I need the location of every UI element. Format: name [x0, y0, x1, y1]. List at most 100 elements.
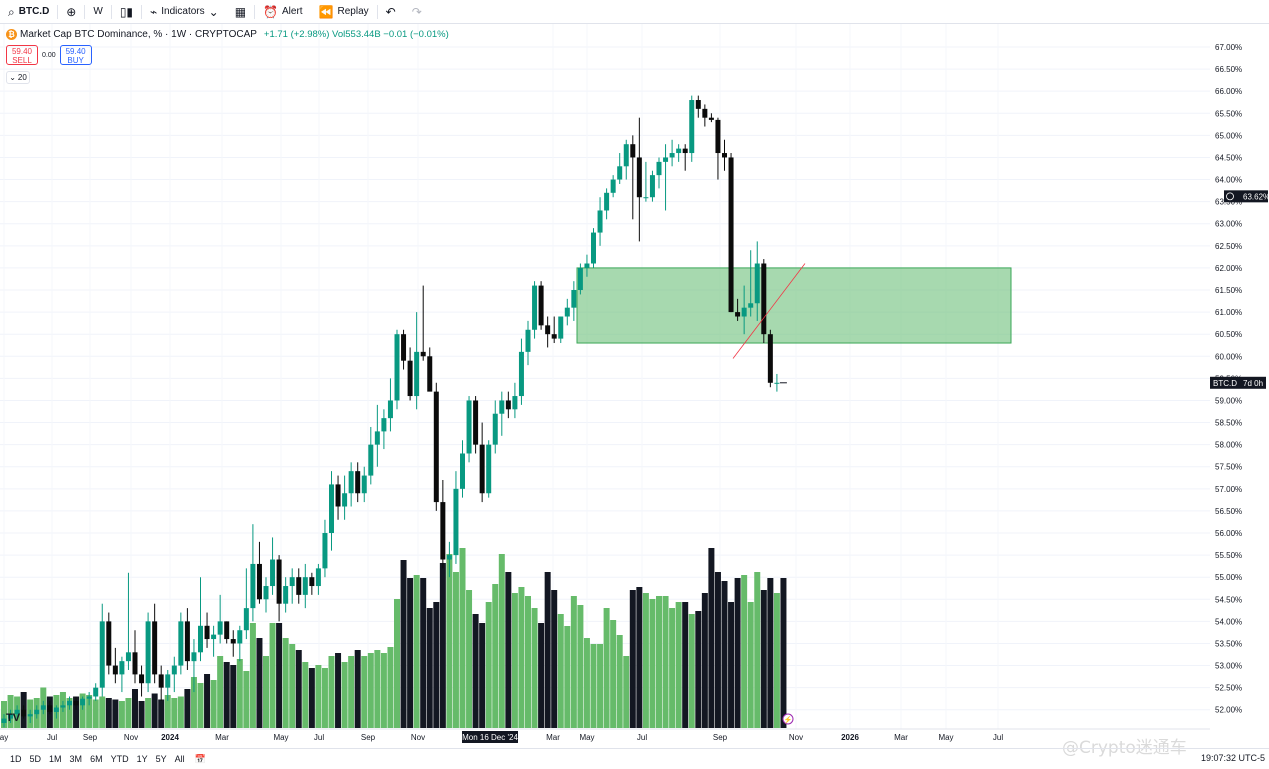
- volume-bar: [420, 578, 427, 728]
- y-tick-label: 65.50%: [1215, 109, 1242, 118]
- volume-bar: [479, 623, 486, 728]
- volume-bar: [394, 599, 400, 728]
- candle-body: [604, 192, 610, 211]
- range-button-1d[interactable]: 1D: [10, 754, 22, 764]
- symbol-label: BTC.D: [18, 6, 50, 17]
- candle-body: [597, 210, 603, 233]
- x-tick-label: May: [273, 733, 288, 742]
- candle-body: [571, 290, 577, 308]
- volume-bar: [138, 701, 145, 728]
- volume-bar: [518, 587, 525, 728]
- volume-bar: [354, 650, 361, 728]
- symbol-search[interactable]: ⌕ BTC.D: [0, 0, 57, 24]
- y-tick-label: 62.00%: [1215, 264, 1242, 273]
- volume-bar: [649, 599, 656, 728]
- redo-button[interactable]: ↷: [404, 0, 430, 24]
- y-tick-label: 53.00%: [1215, 662, 1242, 671]
- time-axis[interactable]: ay Jul Sep Nov 2024 Mar May Jul Sep Nov Mar May Jul S…: [0, 728, 1210, 742]
- range-button-3m[interactable]: 3M: [69, 754, 83, 764]
- volume-bar: [662, 596, 669, 728]
- candle-body: [663, 157, 669, 162]
- volume-bar: [249, 623, 256, 728]
- candle-body: [283, 586, 289, 604]
- candle-body: [276, 559, 282, 604]
- alert-button[interactable]: ⏰ Alert: [255, 0, 311, 24]
- volume-bar: [132, 689, 138, 728]
- candle-body: [708, 117, 714, 120]
- range-button-ytd[interactable]: YTD: [110, 754, 129, 764]
- volume-bar: [701, 593, 708, 728]
- volume-bar: [125, 698, 132, 728]
- crosshair-time-box: [462, 731, 518, 743]
- legend-title[interactable]: Market Cap BTC Dominance, % · 1W · CRYPT…: [20, 29, 257, 40]
- indicators-button[interactable]: ⌁ Indicators ⌄: [142, 0, 227, 24]
- axis-markers: 63.62% BTC.D 7d 0h Mon 16 Dec '24 ⚡ TV: [6, 190, 1269, 743]
- range-button-1m[interactable]: 1M: [49, 754, 62, 764]
- range-button-5d[interactable]: 5D: [29, 754, 42, 764]
- candle-body: [80, 698, 86, 706]
- volume-bar: [760, 590, 767, 728]
- undo-button[interactable]: ↶: [378, 0, 404, 24]
- price-chart[interactable]: 52.00% 52.50% 53.00% 53.50% 54.00% 54.50% 55.0…: [0, 24, 1269, 748]
- sell-button[interactable]: 59.40 SELL: [6, 45, 38, 65]
- volume-bar: [721, 581, 728, 728]
- candle-body: [60, 705, 66, 708]
- candle-body: [761, 263, 767, 335]
- candle-body: [315, 568, 321, 587]
- compare-button[interactable]: ⊕: [58, 0, 84, 24]
- candle-body: [682, 148, 688, 154]
- y-tick-label: 67.00%: [1215, 43, 1242, 52]
- volume-bar: [577, 605, 584, 728]
- interval-button[interactable]: W: [85, 0, 110, 24]
- y-tick-label: 57.50%: [1215, 463, 1242, 472]
- volume-bar: [682, 602, 689, 728]
- y-tick-label: 60.00%: [1215, 352, 1242, 361]
- candle-body: [610, 179, 616, 193]
- y-tick-label: 56.50%: [1215, 507, 1242, 516]
- indicators-collapse-button[interactable]: ⌄ 20: [6, 71, 30, 84]
- candle-body: [532, 285, 538, 330]
- candle-body: [178, 621, 184, 666]
- candle-body: [53, 707, 59, 712]
- volume-bar: [538, 623, 545, 728]
- volume-bar: [223, 662, 230, 728]
- calendar-icon[interactable]: 📅: [194, 753, 206, 764]
- candle-body: [754, 263, 760, 304]
- candle-body: [368, 444, 374, 476]
- volume-bar: [92, 699, 99, 728]
- volume-bar: [289, 644, 296, 728]
- y-tick-label: 66.00%: [1215, 87, 1242, 96]
- replay-button[interactable]: ⏪ Replay: [311, 0, 377, 24]
- layouts-button[interactable]: ▦: [227, 0, 254, 24]
- candle-body: [132, 652, 138, 675]
- range-button-5y[interactable]: 5Y: [155, 754, 167, 764]
- y-tick-label: 66.50%: [1215, 65, 1242, 74]
- trade-widget: 59.40 SELL 0.00 59.40 BUY: [6, 45, 92, 65]
- candle-body: [748, 303, 754, 308]
- range-button-6m[interactable]: 6M: [90, 754, 103, 764]
- candle-body: [702, 108, 708, 118]
- candle-body: [86, 696, 92, 699]
- tradingview-logo-icon: TV: [6, 712, 21, 724]
- volume-bar: [230, 665, 237, 728]
- candle-body: [184, 621, 190, 662]
- trend-line[interactable]: [732, 263, 806, 384]
- volume-bar: [728, 602, 735, 728]
- buy-button[interactable]: 59.40 BUY: [59, 45, 92, 65]
- support-zone-rectangle[interactable]: [576, 267, 1012, 344]
- volume-bar: [623, 656, 630, 728]
- volume-bar: [492, 584, 499, 728]
- range-button-all[interactable]: All: [174, 754, 185, 764]
- x-tick-label: Sep: [83, 733, 98, 742]
- y-tick-label: 59.00%: [1215, 396, 1242, 405]
- x-tick-label: Jul: [314, 733, 324, 742]
- candle-body: [8, 714, 14, 719]
- volume-bar: [217, 656, 224, 728]
- candle-body: [355, 471, 361, 494]
- range-button-1y[interactable]: 1Y: [136, 754, 148, 764]
- candle-body: [636, 157, 642, 198]
- volume-bar: [583, 638, 590, 728]
- volume-bar: [590, 644, 597, 728]
- volume-bar: [413, 575, 420, 728]
- chart-type-button[interactable]: ▯▮: [112, 0, 141, 24]
